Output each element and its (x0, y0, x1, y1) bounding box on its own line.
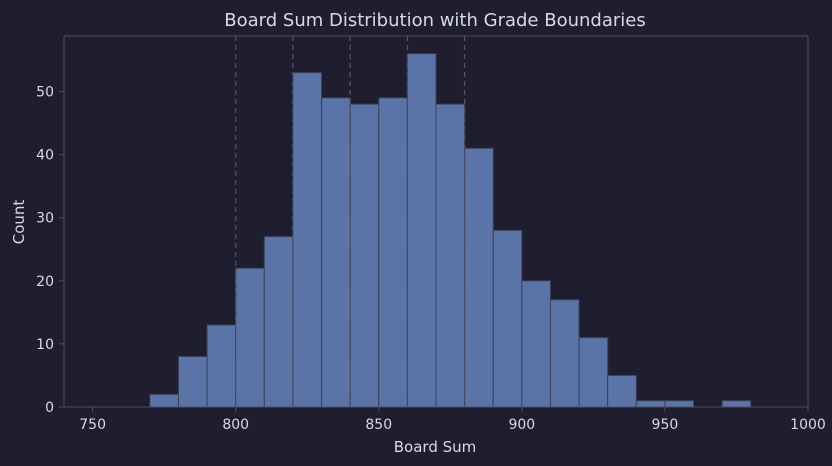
histogram-bar (664, 400, 695, 408)
histogram-bar (406, 53, 437, 408)
histogram-bar (721, 400, 752, 408)
x-tick-label: 850 (365, 417, 392, 433)
histogram-bar (292, 72, 323, 408)
y-tick-label: 20 (36, 274, 54, 290)
histogram-bar (263, 236, 294, 408)
plot-area: 750 800 850 900 950 1000 0 10 20 30 40 50 (36, 35, 826, 433)
histogram-bar (435, 103, 466, 408)
histogram-bar (464, 147, 494, 408)
x-tick-label: 1000 (790, 417, 826, 433)
histogram-bar (549, 299, 580, 408)
y-tick-label: 50 (36, 85, 54, 101)
histogram-bar (206, 324, 237, 408)
y-tick-label: 30 (36, 211, 54, 227)
y-axis-label: Count (10, 200, 28, 245)
y-tick-label: 10 (36, 337, 54, 353)
histogram-bar (521, 280, 551, 408)
histogram-bar (149, 393, 179, 408)
x-axis-label: Board Sum (394, 438, 477, 456)
histogram-bar (349, 103, 380, 408)
histogram-bar (635, 400, 666, 408)
chart-title: Board Sum Distribution with Grade Bounda… (224, 10, 645, 31)
histogram-bar (321, 97, 351, 408)
x-tick-label: 950 (652, 417, 679, 433)
histogram-bar (378, 97, 408, 408)
histogram-bar (578, 337, 609, 408)
histogram-bar (235, 267, 265, 408)
histogram-bar (177, 356, 208, 408)
x-tick-label: 800 (222, 417, 249, 433)
x-tick-label: 750 (79, 417, 106, 433)
plot-frame (63, 35, 809, 408)
histogram-bar (607, 374, 637, 408)
y-tick-label: 0 (45, 400, 54, 416)
y-tick-label: 40 (36, 148, 54, 164)
histogram-bar (492, 229, 523, 408)
x-tick-label: 900 (508, 417, 535, 433)
